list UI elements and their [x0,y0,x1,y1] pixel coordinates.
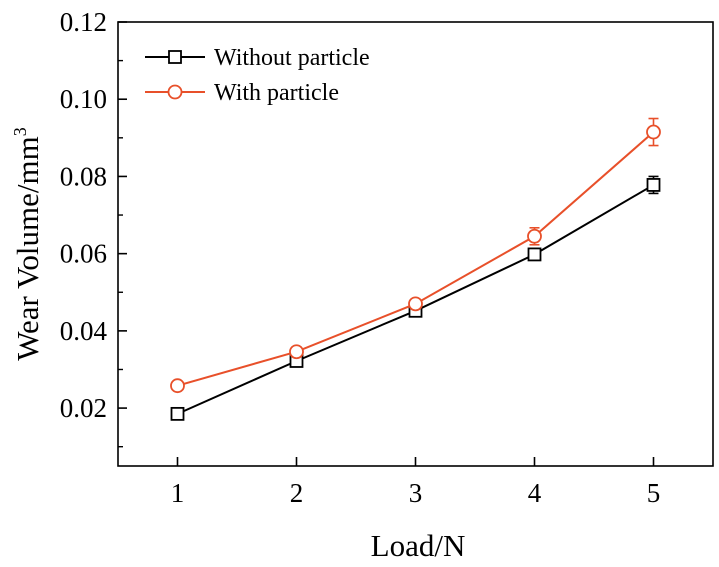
legend-label-with-particle: With particle [214,80,339,106]
data-point-square [170,406,185,421]
x-axis-label: Load/N [371,528,466,563]
y-tick-label: 0.10 [60,84,107,114]
x-tick-label: 2 [290,478,304,508]
y-axis-label: Wear Volume/mm3 [10,127,45,361]
y-tick-label: 0.04 [60,316,108,346]
x-tick-label: 5 [647,478,661,508]
x-tick-label: 4 [528,478,542,508]
series-with-particle [170,117,661,394]
x-tick-label: 3 [409,478,423,508]
legend-label-without-particle: Without particle [214,45,370,71]
data-point-square [646,178,661,192]
legend-marker-without-particle [168,50,182,64]
y-tick-label: 0.12 [60,7,107,37]
axes-layer: 1 2 3 4 5 0.02 0.04 0.06 0.08 0.10 0.12 [60,7,661,508]
data-point-circle [170,378,185,394]
legend-marker-with-particle [167,84,183,100]
data-point-circle [527,228,542,244]
plot-frame [117,21,714,467]
data-point-square [527,247,542,262]
y-tick-label: 0.08 [60,161,107,191]
series-line-with-particle [177,131,655,387]
y-axis-label-superscript: 3 [10,127,30,136]
data-point-circle [408,296,423,312]
series-layer [170,117,661,421]
data-point-circle [289,344,304,360]
y-axis-label-text: Wear Volume/mm [10,136,45,361]
data-point-circle [646,124,661,140]
y-tick-label: 0.02 [60,393,107,423]
legend: Without particle With particle [145,45,370,106]
y-tick-label: 0.06 [60,239,107,269]
x-tick-label: 1 [171,478,185,508]
